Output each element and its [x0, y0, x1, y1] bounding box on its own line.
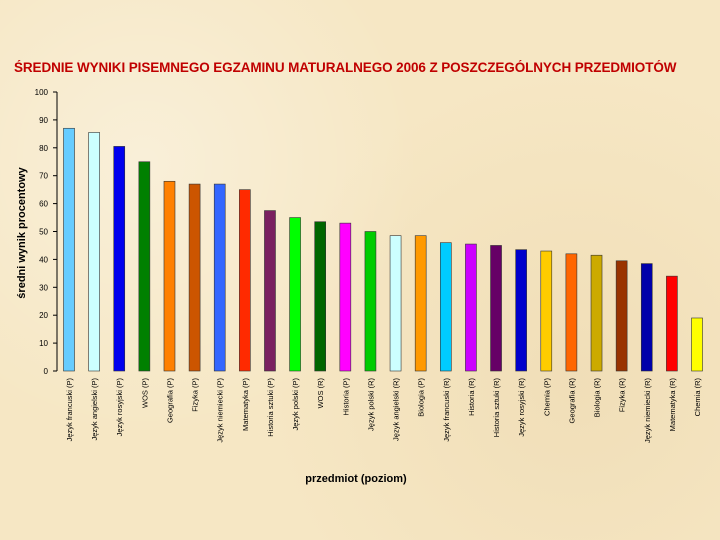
x-tick-label: Fizyka (P) — [191, 377, 200, 411]
bar — [515, 249, 527, 372]
x-tick-label: Język polski (P) — [291, 378, 300, 431]
x-tick-label: Język rosyjski (P) — [115, 378, 124, 437]
bar — [439, 242, 452, 372]
y-tick-label: 90 — [39, 116, 48, 125]
bar — [113, 146, 126, 372]
y-tick-label: 100 — [35, 88, 49, 97]
bar — [188, 183, 201, 372]
y-tick-label: 80 — [39, 144, 48, 153]
x-tick-label: Język niemiecki (R) — [643, 378, 652, 444]
x-tick-label: Język francuski (P) — [65, 378, 74, 442]
bar — [138, 161, 151, 372]
bar — [565, 253, 578, 372]
x-tick-label: Historia sztuki (R) — [492, 378, 501, 438]
bar — [364, 231, 377, 372]
x-tick-label: Chemia (P) — [542, 378, 551, 416]
y-tick-label: 0 — [44, 367, 49, 376]
y-tick-label: 70 — [39, 172, 48, 181]
bar — [289, 217, 301, 372]
y-axis-label: średni wynik procentowy — [16, 166, 28, 298]
bar — [540, 250, 553, 372]
x-tick-label: Historia sztuki (P) — [266, 378, 275, 437]
bar — [615, 260, 628, 372]
x-tick-label: Matematyka (P) — [241, 378, 250, 431]
x-tick-label: Fizyka (R) — [618, 378, 627, 413]
x-tick-label: WOS (R) — [316, 378, 325, 409]
y-tick-label: 10 — [39, 339, 48, 348]
x-tick-label: Język angielski (R) — [392, 378, 401, 441]
x-tick-label: Język angielski (P) — [90, 378, 99, 441]
bar — [590, 254, 603, 372]
x-axis-label: przedmiot (poziom) — [305, 473, 407, 485]
x-tick-label: Język niemiecki (P) — [216, 378, 225, 443]
y-tick-label: 40 — [39, 255, 48, 264]
bar — [339, 222, 352, 372]
bar — [640, 263, 653, 372]
y-tick-label: 20 — [39, 311, 48, 320]
bar — [465, 243, 477, 372]
y-tick-label: 50 — [39, 228, 48, 237]
y-tick-label: 30 — [39, 283, 48, 292]
x-tick-label: Język rosyjski (R) — [517, 378, 526, 437]
x-tick-label: Geografia (R) — [567, 378, 576, 424]
x-tick-label: Biologia (P) — [417, 378, 426, 417]
x-tick-label: WOS (P) — [140, 378, 149, 408]
bar — [666, 275, 678, 372]
x-tick-label: Chemia (R) — [693, 378, 702, 417]
chart-title: ŚREDNIE WYNIKI PISEMNEGO EGZAMINU MATURA… — [14, 60, 677, 75]
y-tick-label: 60 — [39, 200, 48, 209]
bar — [691, 317, 703, 372]
x-tick-label: Biologia (R) — [593, 378, 602, 418]
x-tick-label: Geografia (P) — [165, 378, 174, 424]
bar — [213, 183, 226, 372]
x-tick-label: Język francuski (R) — [442, 378, 451, 442]
x-tick-label: Matematyka (R) — [668, 377, 677, 431]
x-tick-label: Historia (R) — [467, 378, 476, 416]
bar — [490, 245, 502, 372]
bar — [88, 132, 100, 372]
x-tick-label: Język polski (R) — [366, 378, 375, 431]
bar — [314, 221, 327, 372]
bar — [414, 235, 427, 372]
bar — [389, 235, 402, 372]
bar — [63, 127, 75, 372]
x-tick-label: Historia (P) — [341, 378, 350, 416]
bar — [163, 180, 176, 372]
bar — [239, 189, 251, 372]
bar — [264, 210, 276, 372]
